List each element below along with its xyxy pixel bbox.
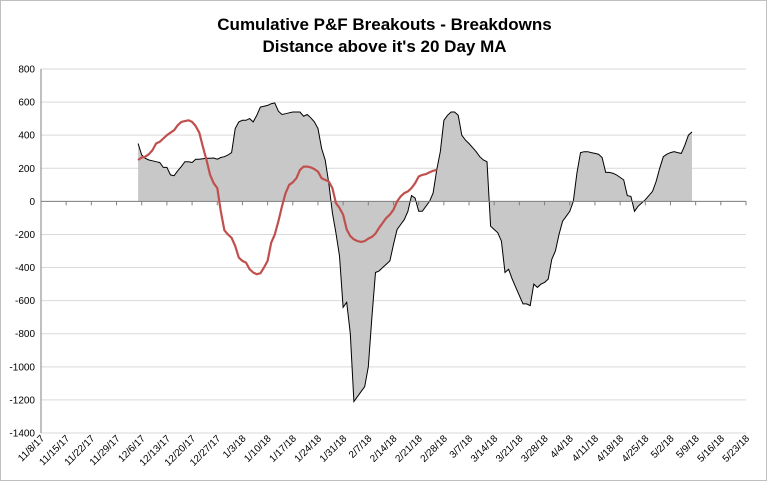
y-tick-label: -400 xyxy=(15,263,35,274)
y-tick-label: 800 xyxy=(18,65,35,76)
x-tick-label: 1/31/18 xyxy=(318,433,350,465)
series-cumulative-line xyxy=(137,102,693,404)
x-tick-label: 5/23/18 xyxy=(721,433,753,465)
x-tick-label: 5/2/18 xyxy=(649,433,677,461)
y-tick-label: -800 xyxy=(15,329,35,340)
y-tick-label: 200 xyxy=(18,164,35,175)
y-tick-label: -1200 xyxy=(9,395,35,406)
area-fill xyxy=(138,102,693,402)
y-tick-label: -600 xyxy=(15,296,35,307)
x-tick-label: 2/28/18 xyxy=(419,433,451,465)
x-tick-label: 4/25/18 xyxy=(620,433,652,465)
chart-subtitle: Distance above it's 20 Day MA xyxy=(262,37,507,56)
series-20-day-ma-line xyxy=(137,119,437,276)
x-tick-label: 3/28/18 xyxy=(519,433,551,465)
chart-title: Cumulative P&F Breakouts - Breakdowns xyxy=(217,15,552,34)
y-tick-label: -200 xyxy=(15,230,35,241)
y-tick-label: 0 xyxy=(29,197,35,208)
y-tick-label: 600 xyxy=(18,98,35,109)
y-tick-label: -1000 xyxy=(9,362,35,373)
y-tick-label: -1400 xyxy=(9,429,35,440)
y-tick-label: 400 xyxy=(18,131,35,142)
